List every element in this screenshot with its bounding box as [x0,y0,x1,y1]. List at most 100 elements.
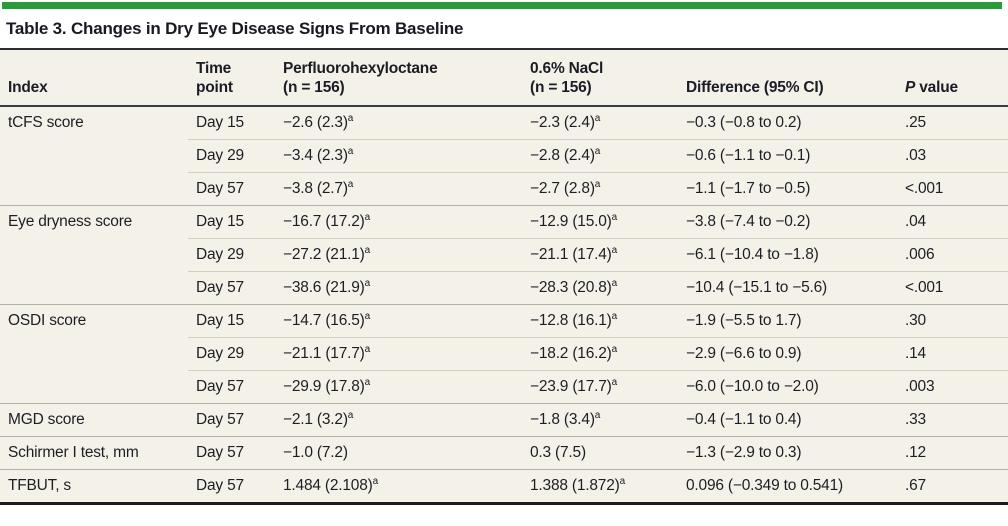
cell-time-point: Day 57 [188,370,275,404]
cell-nacl-value: −12.9 (15.0)a [522,205,678,239]
footnote-a-marker: a [372,475,379,487]
footnote-a-marker: a [611,376,618,388]
footnote-a-marker: a [347,112,354,124]
cell-perfluorohexyloctane-value: −29.9 (17.8)a [275,370,522,404]
footnote-a-marker: a [611,211,618,223]
cell-p-value: .33 [897,403,1008,437]
cell-index [0,173,188,206]
cell-perfluorohexyloctane-value: 1.484 (2.108)a [275,469,522,502]
cell-index [0,272,188,305]
cell-time-point: Day 29 [188,139,275,173]
cell-nacl-value: −2.3 (2.4)a [530,112,601,131]
cell-time-point: Day 57 [188,172,275,206]
cell-difference: −0.6 (−1.1 to −0.1) [678,139,897,173]
cell-difference: −1.9 (−5.5 to 1.7) [678,304,897,338]
table-row: tCFS score Day 15 −2.6 (2.3)a −2.3 (2.4)… [0,106,1008,140]
cell-perfluorohexyloctane-value: −1.0 (7.2) [275,436,522,470]
cell-time-point: Day 15 [196,114,244,131]
table-row: Day 29 −3.4 (2.3)a −2.8 (2.4)a −0.6 (−1.… [0,139,1008,173]
cell-index [0,338,188,371]
cell-index: Eye dryness score [0,205,188,239]
footnote-a-marker: a [364,343,371,355]
cell-perfluorohexyloctane-value: −27.2 (21.1)a [275,238,522,272]
footnote-a-marker: a [347,409,354,421]
table-body: tCFS score Day 15 −2.6 (2.3)a −2.3 (2.4)… [0,106,1008,502]
cell-index [0,371,188,404]
footnote-a-marker: a [611,277,618,289]
footnote-a-marker: a [611,244,618,256]
cell-nacl-value: −1.8 (3.4)a [522,403,678,437]
table-row: Day 29 −21.1 (17.7)a −18.2 (16.2)a −2.9 … [0,337,1008,371]
cell-index: TFBUT, s [0,469,188,502]
footnote-a-marker: a [364,211,371,223]
cell-nacl-value: −12.8 (16.1)a [522,304,678,338]
cell-p-value: .25 [905,114,926,131]
cell-difference: −0.4 (−1.1 to 0.4) [678,403,897,437]
cell-p-value: <.001 [897,172,1008,206]
cell-perfluorohexyloctane-value: −38.6 (21.9)a [275,271,522,305]
accent-bar [2,2,1002,9]
table-row: OSDI score Day 15 −14.7 (16.5)a −12.8 (1… [0,304,1008,338]
header-row: Index Time point Perfluorohexyloctane (n… [0,50,1008,106]
cell-perfluorohexyloctane-value: −2.1 (3.2)a [275,403,522,437]
cell-index: tCFS score [8,114,84,131]
cell-time-point: Day 29 [188,337,275,371]
cell-index [0,140,188,173]
cell-perfluorohexyloctane-value: −3.4 (2.3)a [275,139,522,173]
cell-nacl-value: −28.3 (20.8)a [522,271,678,305]
cell-perfluorohexyloctane-value: −2.6 (2.3)a [283,112,354,131]
cell-difference: −2.9 (−6.6 to 0.9) [678,337,897,371]
col-header-nacl: 0.6% NaCl (n = 156) [530,60,604,96]
cell-difference: −1.3 (−2.9 to 0.3) [678,436,897,470]
table-title: Table 3. Changes in Dry Eye Disease Sign… [0,9,1008,50]
cell-p-value: .30 [897,304,1008,338]
table-container: Index Time point Perfluorohexyloctane (n… [0,50,1008,505]
table-row: Day 57 −38.6 (21.9)a −28.3 (20.8)a −10.4… [0,271,1008,305]
cell-nacl-value: −21.1 (17.4)a [522,238,678,272]
cell-index: Schirmer I test, mm [0,436,188,470]
table-row: Day 29 −27.2 (21.1)a −21.1 (17.4)a −6.1 … [0,238,1008,272]
cell-nacl-value: −18.2 (16.2)a [522,337,678,371]
col-header-difference: Difference (95% CI) [686,79,824,96]
cell-p-value: .04 [897,205,1008,239]
cell-difference: −10.4 (−15.1 to −5.6) [678,271,897,305]
cell-p-value: .12 [897,436,1008,470]
cell-time-point: Day 57 [188,436,275,470]
footnote-a-marker: a [364,376,371,388]
cell-nacl-value: −23.9 (17.7)a [522,370,678,404]
cell-perfluorohexyloctane-value: −14.7 (16.5)a [275,304,522,338]
cell-perfluorohexyloctane-value: −3.8 (2.7)a [275,172,522,206]
cell-index [0,239,188,272]
footnote-a-marker: a [611,343,618,355]
footnote-a-marker: a [364,277,371,289]
table-row: Day 57 −3.8 (2.7)a −2.7 (2.8)a −1.1 (−1.… [0,172,1008,206]
table-header: Index Time point Perfluorohexyloctane (n… [0,50,1008,106]
footnote-a-marker: a [594,178,601,190]
cell-p-value: .14 [897,337,1008,371]
cell-p-value: .67 [897,469,1008,502]
cell-p-value: .006 [897,238,1008,272]
cell-p-value: <.001 [897,271,1008,305]
cell-index: OSDI score [0,304,188,338]
col-header-p-value: P value [897,50,1008,106]
data-table: Index Time point Perfluorohexyloctane (n… [0,50,1008,502]
cell-index: MGD score [0,403,188,437]
cell-p-value: .03 [897,139,1008,173]
footnote-a-marker: a [594,145,601,157]
footnote-a-marker: a [611,310,618,322]
cell-p-value: .003 [897,370,1008,404]
table-row: Day 57 −29.9 (17.8)a −23.9 (17.7)a −6.0 … [0,370,1008,404]
cell-difference: −6.0 (−10.0 to −2.0) [678,370,897,404]
cell-time-point: Day 15 [188,304,275,338]
table-row: MGD score Day 57 −2.1 (3.2)a −1.8 (3.4)a… [0,403,1008,437]
cell-nacl-value: 0.3 (7.5) [522,436,678,470]
cell-difference: −3.8 (−7.4 to −0.2) [678,205,897,239]
cell-difference: −1.1 (−1.7 to −0.5) [678,172,897,206]
cell-perfluorohexyloctane-value: −16.7 (17.2)a [275,205,522,239]
col-header-perfluorohexyloctane: Perfluorohexyloctane (n = 156) [283,60,438,96]
col-header-index: Index [8,79,48,96]
table-row: Schirmer I test, mm Day 57 −1.0 (7.2) 0.… [0,436,1008,470]
cell-time-point: Day 57 [188,271,275,305]
footnote-a-marker: a [347,145,354,157]
footnote-a-marker: a [347,178,354,190]
